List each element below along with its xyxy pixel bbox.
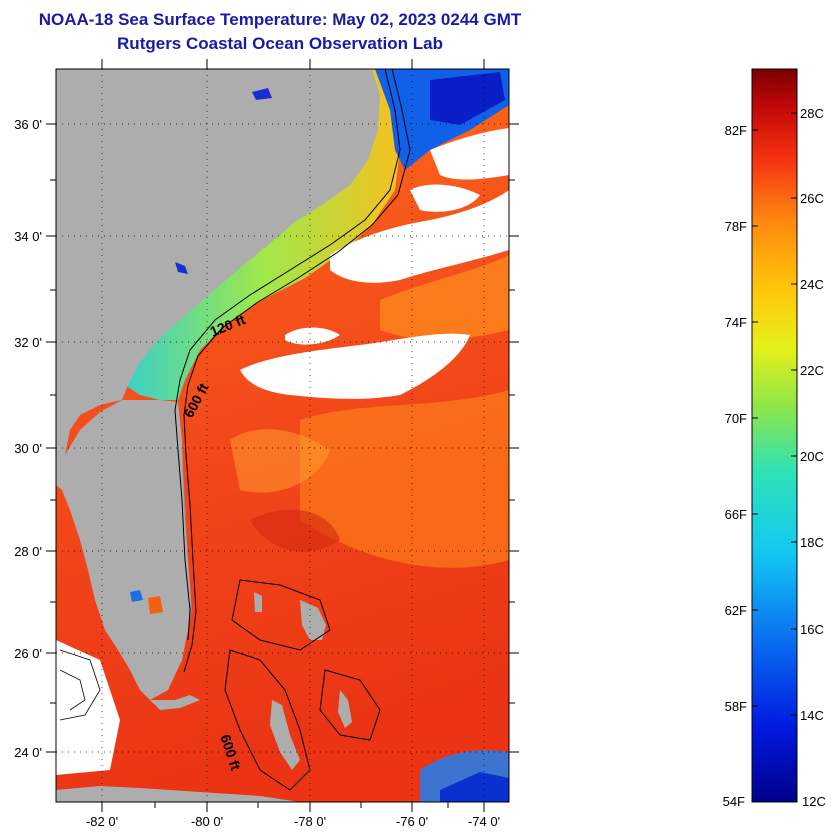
lake (252, 88, 272, 100)
colorbar-label-c: 20C (800, 449, 824, 464)
lon-tick-label: -74 0' (468, 814, 500, 829)
lake (175, 262, 188, 274)
lat-tick-label: 24 0' (14, 745, 42, 760)
land-bahamas (254, 592, 262, 612)
colorbar-label-f: 82F (725, 123, 747, 138)
lat-tick-label: 26 0' (14, 646, 42, 661)
colorbar-label-f: 58F (725, 699, 747, 714)
contour-bahamas (224, 649, 311, 791)
sst-map-area: 120 ft 600 ft 600 ft (56, 69, 509, 802)
colorbar-label-f: 78F (725, 219, 747, 234)
colorbar-label-c: 28C (800, 106, 824, 121)
lon-tick-label: -76 0' (396, 814, 428, 829)
cloud-cover (430, 128, 509, 180)
colorbar-label-f: 54F (723, 794, 745, 809)
contour-120ft (174, 69, 401, 641)
lake (148, 596, 163, 614)
colorbar-label-f: 74F (725, 315, 747, 330)
land-bahamas (338, 690, 352, 728)
lat-tick-label: 34 0' (14, 229, 42, 244)
colorbar-label-f: 70F (725, 411, 747, 426)
contour-600ft (183, 69, 411, 673)
colorbar-label-c: 18C (800, 535, 824, 550)
lat-tick-label: 32 0' (14, 335, 42, 350)
coastal-shelf-water (125, 69, 400, 400)
warm-eddy-patch (300, 390, 509, 568)
cloud-cover (285, 327, 340, 345)
lat-tick-label: 30 0' (14, 441, 42, 456)
warm-eddy-patch (250, 509, 340, 552)
land-cuba (56, 786, 300, 802)
cool-water-patch (440, 772, 509, 802)
cloud-cover (330, 190, 509, 283)
lat-tick-label: 36 0' (14, 117, 42, 132)
colorbar-label-f: 66F (725, 507, 747, 522)
map-subtitle: Rutgers Coastal Ocean Observation Lab (117, 34, 443, 53)
warm-eddy-patch (380, 255, 509, 340)
lon-tick-label: -82 0' (86, 814, 118, 829)
land-bahamas (270, 700, 300, 770)
colorbar-label-c: 14C (800, 708, 824, 723)
colorbar-label-c: 26C (800, 191, 824, 206)
colorbar-label-c: 12C (802, 794, 826, 809)
cloud-cover (410, 184, 480, 212)
land-southeast-us (56, 69, 380, 480)
colorbar-ticks (752, 112, 797, 716)
land-florida (56, 400, 191, 700)
contour-gulf (59, 649, 101, 721)
map-title: NOAA-18 Sea Surface Temperature: May 02,… (38, 10, 522, 29)
axis-ticks (46, 59, 519, 812)
colorbar-label-c: 24C (800, 277, 824, 292)
lat-tick-label: 28 0' (14, 544, 42, 559)
contour-bahamas (319, 669, 381, 741)
cloud-cover (56, 640, 120, 775)
warm-eddy-patch (230, 429, 330, 493)
contour-bahamas (231, 579, 331, 651)
graticule (56, 69, 509, 802)
colorbar-label-c: 22C (800, 363, 824, 378)
cloud-cover (240, 333, 470, 399)
lake (130, 590, 143, 602)
land-florida-keys (150, 695, 200, 710)
colorbar (751, 68, 798, 803)
land-bahamas (300, 600, 326, 640)
map-frame (55, 68, 510, 803)
colorbar-label-f: 62F (725, 603, 747, 618)
cold-water-core (430, 72, 505, 125)
lon-tick-label: -78 0' (294, 814, 326, 829)
colorbar-label-c: 16C (800, 622, 824, 637)
contour-gulf (59, 669, 86, 711)
lon-tick-label: -80 0' (191, 814, 223, 829)
